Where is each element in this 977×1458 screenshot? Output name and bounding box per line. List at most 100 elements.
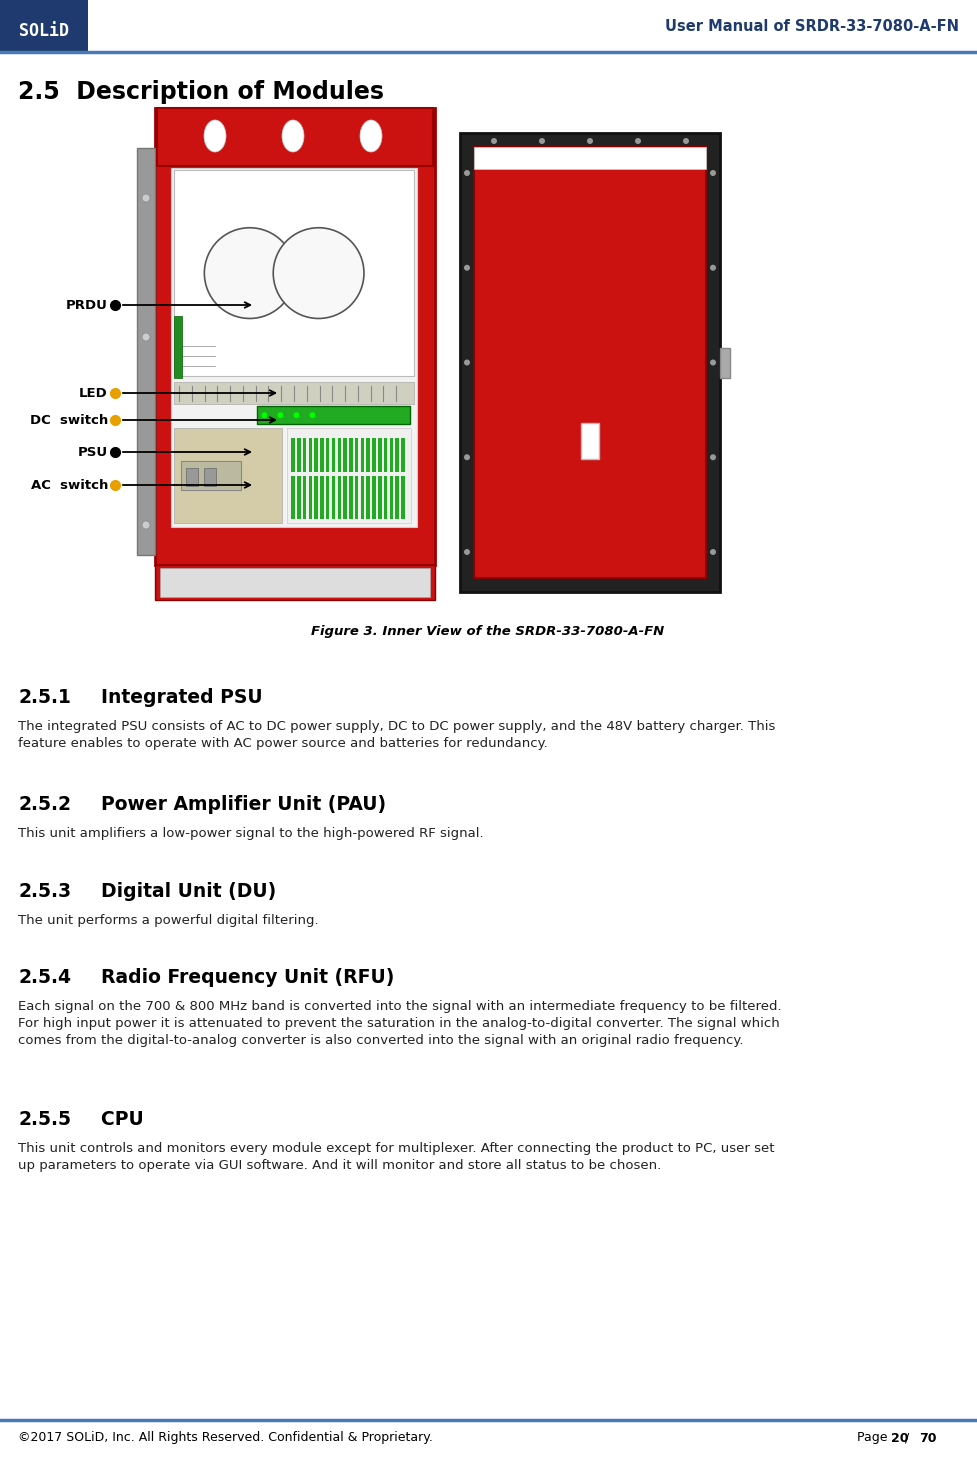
- Bar: [315, 477, 318, 519]
- Text: PSU: PSU: [78, 446, 108, 458]
- Bar: [186, 468, 198, 486]
- Circle shape: [142, 332, 150, 341]
- Text: 70: 70: [919, 1432, 937, 1445]
- Bar: [315, 439, 318, 472]
- Bar: [581, 423, 599, 458]
- Bar: [174, 171, 414, 376]
- Circle shape: [277, 413, 283, 418]
- Circle shape: [710, 171, 716, 176]
- Bar: [291, 439, 295, 472]
- Bar: [402, 477, 404, 519]
- Circle shape: [683, 139, 689, 144]
- Bar: [320, 439, 323, 472]
- Bar: [204, 468, 216, 486]
- Circle shape: [635, 139, 641, 144]
- Text: DC  switch: DC switch: [29, 414, 108, 427]
- Bar: [378, 477, 382, 519]
- Bar: [355, 477, 359, 519]
- Text: Power Amplifier Unit (PAU): Power Amplifier Unit (PAU): [75, 795, 386, 814]
- Bar: [303, 477, 306, 519]
- Bar: [337, 439, 341, 472]
- Bar: [361, 439, 364, 472]
- Circle shape: [464, 550, 470, 555]
- Bar: [349, 477, 353, 519]
- Bar: [361, 477, 364, 519]
- Text: Page: Page: [857, 1432, 891, 1445]
- Circle shape: [710, 550, 716, 555]
- Circle shape: [142, 194, 150, 203]
- Text: 2.5.4: 2.5.4: [18, 968, 71, 987]
- Text: Digital Unit (DU): Digital Unit (DU): [75, 882, 276, 901]
- Bar: [474, 147, 706, 577]
- Text: User Manual of SRDR-33-7080-A-FN: User Manual of SRDR-33-7080-A-FN: [665, 19, 959, 34]
- Bar: [291, 477, 295, 519]
- Circle shape: [464, 455, 470, 461]
- Bar: [332, 477, 335, 519]
- Bar: [297, 439, 301, 472]
- Bar: [174, 316, 182, 378]
- Circle shape: [587, 139, 593, 144]
- Text: AC  switch: AC switch: [30, 478, 108, 491]
- Bar: [366, 477, 370, 519]
- Bar: [378, 439, 382, 472]
- Text: The unit performs a powerful digital filtering.: The unit performs a powerful digital fil…: [18, 914, 319, 927]
- Text: 2.5.2: 2.5.2: [18, 795, 71, 814]
- Text: LED: LED: [79, 386, 108, 399]
- Bar: [257, 407, 409, 424]
- Bar: [343, 439, 347, 472]
- Bar: [137, 149, 155, 555]
- Circle shape: [142, 521, 150, 529]
- Bar: [384, 477, 387, 519]
- Text: Each signal on the 700 & 800 MHz band is converted into the signal with an inter: Each signal on the 700 & 800 MHz band is…: [18, 1000, 782, 1047]
- Bar: [287, 429, 411, 523]
- Bar: [326, 439, 329, 472]
- Bar: [155, 566, 435, 601]
- Bar: [402, 439, 404, 472]
- Bar: [474, 147, 706, 169]
- Ellipse shape: [282, 120, 304, 152]
- Circle shape: [310, 413, 316, 418]
- Bar: [343, 477, 347, 519]
- Bar: [157, 108, 433, 166]
- Text: ©2017 SOLiD, Inc. All Rights Reserved. Confidential & Proprietary.: ©2017 SOLiD, Inc. All Rights Reserved. C…: [18, 1432, 433, 1445]
- Bar: [372, 477, 376, 519]
- Bar: [332, 439, 335, 472]
- Bar: [390, 477, 393, 519]
- Text: 2.5.5: 2.5.5: [18, 1110, 71, 1128]
- Circle shape: [262, 413, 268, 418]
- Text: 2.5  Description of Modules: 2.5 Description of Modules: [18, 80, 384, 104]
- Bar: [309, 477, 312, 519]
- Bar: [155, 108, 435, 566]
- Circle shape: [204, 227, 295, 318]
- Bar: [309, 439, 312, 472]
- Text: Integrated PSU: Integrated PSU: [75, 688, 263, 707]
- Bar: [303, 439, 306, 472]
- Text: This unit amplifiers a low-power signal to the high-powered RF signal.: This unit amplifiers a low-power signal …: [18, 827, 484, 840]
- Bar: [171, 168, 417, 526]
- Circle shape: [293, 413, 300, 418]
- Ellipse shape: [204, 120, 226, 152]
- Bar: [372, 439, 376, 472]
- Circle shape: [539, 139, 545, 144]
- Text: 20: 20: [891, 1432, 909, 1445]
- Circle shape: [491, 139, 497, 144]
- Bar: [326, 477, 329, 519]
- Text: Figure 3. Inner View of the SRDR-33-7080-A-FN: Figure 3. Inner View of the SRDR-33-7080…: [312, 625, 664, 639]
- Ellipse shape: [360, 120, 382, 152]
- Text: CPU: CPU: [75, 1110, 144, 1128]
- Circle shape: [464, 265, 470, 271]
- Bar: [460, 133, 720, 592]
- Circle shape: [710, 265, 716, 271]
- Text: 2.5.3: 2.5.3: [18, 882, 71, 901]
- Bar: [174, 382, 414, 404]
- Text: PRDU: PRDU: [66, 299, 108, 312]
- Bar: [396, 439, 399, 472]
- Circle shape: [710, 455, 716, 461]
- Text: Radio Frequency Unit (RFU): Radio Frequency Unit (RFU): [75, 968, 395, 987]
- Text: This unit controls and monitors every module except for multiplexer. After conne: This unit controls and monitors every mo…: [18, 1142, 775, 1172]
- Text: /: /: [901, 1432, 913, 1445]
- Bar: [160, 569, 430, 596]
- Bar: [174, 429, 282, 523]
- Bar: [396, 477, 399, 519]
- Bar: [366, 439, 370, 472]
